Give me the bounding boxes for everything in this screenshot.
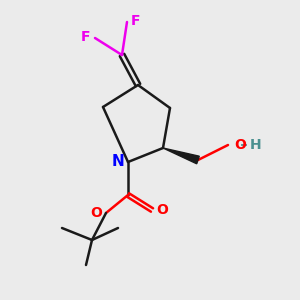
Text: O: O	[90, 206, 102, 220]
Text: F: F	[131, 14, 141, 28]
Text: F: F	[81, 30, 91, 44]
Text: N: N	[112, 154, 124, 169]
Text: H: H	[250, 138, 262, 152]
Text: O: O	[234, 138, 246, 152]
Text: O: O	[156, 203, 168, 217]
Polygon shape	[163, 148, 199, 164]
